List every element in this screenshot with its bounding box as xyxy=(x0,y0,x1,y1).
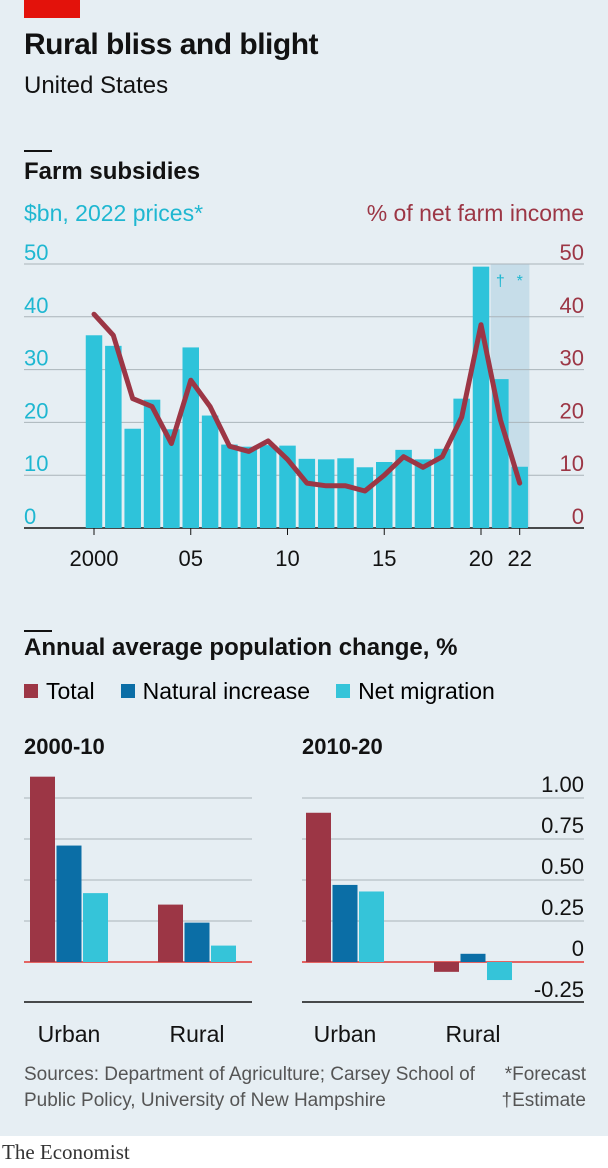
category-label: Rural xyxy=(170,1021,225,1047)
chart-subtitle: United States xyxy=(24,72,169,99)
population-tick-label: 0.25 xyxy=(541,895,584,920)
population-bar xyxy=(158,904,183,962)
forecast-marker: * xyxy=(517,273,523,290)
left-tick-label: 50 xyxy=(24,240,48,265)
left-tick-label: 20 xyxy=(24,398,48,423)
population-bar xyxy=(306,812,331,962)
left-tick-label: 10 xyxy=(24,451,48,476)
left-axis-label: $bn, 2022 prices* xyxy=(24,200,204,226)
population-bar xyxy=(56,845,82,962)
category-label: Urban xyxy=(38,1021,101,1047)
population-bar xyxy=(434,962,459,972)
legend-item-natural-increase: Natural increase xyxy=(120,677,311,705)
population-bar xyxy=(359,891,384,962)
subsidy-bar xyxy=(201,415,219,528)
forecast-footnote: *Forecast xyxy=(504,1064,586,1085)
population-axis-labels: Urban Rural Urban Rural 1.00 0.75 0.50 0.25 0 -0.… xyxy=(38,772,584,1047)
legend-item-total: Total xyxy=(24,678,95,705)
subsidy-bar xyxy=(317,459,335,528)
population-bar xyxy=(184,922,210,962)
left-tick-label: 30 xyxy=(24,346,48,371)
category-label: Urban xyxy=(314,1021,377,1047)
population-tick-label: 0.75 xyxy=(541,813,584,838)
population-tick-label: 0.50 xyxy=(541,854,584,879)
right-tick-label: 0 xyxy=(572,504,584,529)
legend-label: Net migration xyxy=(358,677,495,704)
right-tick-label: 40 xyxy=(560,293,584,318)
footnotes: *Forecast †Estimate xyxy=(502,1062,586,1114)
population-change-chart: Urban Rural Urban Rural 1.00 0.75 0.50 0.25 0 -0.… xyxy=(24,772,584,1047)
right-tick-label: 20 xyxy=(560,398,584,423)
category-label: Rural xyxy=(446,1021,501,1047)
section-rule xyxy=(24,150,52,152)
legend-swatch xyxy=(24,684,38,698)
subsidy-bar xyxy=(105,345,122,528)
income-share-line xyxy=(91,311,523,494)
brand-red-tag xyxy=(24,0,80,18)
subsidy-bar xyxy=(434,448,451,528)
legend-label: Natural increase xyxy=(142,677,311,704)
x-tick-label: 2000 xyxy=(70,546,119,571)
right-tick-label: 10 xyxy=(560,451,584,476)
subsidy-bar xyxy=(143,399,161,528)
population-bar xyxy=(332,884,358,962)
farm-axis-labels: 0 0 10 10 20 20 30 30 40 40 50 50 2000 05 10 15 20 22 xyxy=(24,240,584,571)
population-tick-label: -0.25 xyxy=(534,977,584,1002)
subsidy-bar xyxy=(221,444,238,528)
left-tick-label: 40 xyxy=(24,293,48,318)
right-tick-label: 50 xyxy=(560,240,584,265)
population-tick-label: 1.00 xyxy=(541,772,584,797)
subsidy-bar xyxy=(259,445,277,528)
legend-label: Total xyxy=(46,677,95,704)
legend-item-net-migration: Net migration xyxy=(336,678,495,705)
population-tick-label: 0 xyxy=(572,936,584,961)
subsidy-bar xyxy=(124,428,141,528)
population-bar xyxy=(487,962,512,981)
population-bar xyxy=(30,776,55,962)
section-rule xyxy=(24,630,52,632)
chart-title: Rural bliss and blight xyxy=(24,28,319,61)
population-bars xyxy=(30,776,512,981)
population-section-title: Annual average population change, % xyxy=(24,634,458,661)
panel-title-2010-20: 2010-20 xyxy=(302,734,383,759)
subsidy-bar xyxy=(337,458,354,528)
subsidy-bar xyxy=(85,335,103,528)
x-tick-label: 05 xyxy=(179,546,203,571)
subsidy-bar xyxy=(395,449,412,528)
population-bar xyxy=(460,953,486,962)
x-tick-label: 20 xyxy=(469,546,493,571)
subsidy-bar xyxy=(472,266,490,528)
estimate-footnote: †Estimate xyxy=(501,1090,586,1111)
legend-swatch xyxy=(120,684,135,698)
farm-line xyxy=(91,311,523,494)
x-tick-label: 15 xyxy=(372,546,396,571)
population-bar xyxy=(83,893,108,962)
x-tick-label: 22 xyxy=(507,546,531,571)
subsidy-bar xyxy=(414,459,432,528)
population-legend: Total Natural increase Net migration xyxy=(24,676,521,706)
subsidy-bar xyxy=(356,467,374,528)
left-tick-label: 0 xyxy=(24,504,36,529)
subsidy-bar xyxy=(163,429,180,528)
right-axis-label: % of net farm income xyxy=(366,200,584,226)
panel-title-2000-10: 2000-10 xyxy=(24,734,105,759)
estimate-marker: † xyxy=(496,273,505,290)
subsidy-bar xyxy=(511,466,528,528)
population-bar xyxy=(211,945,236,962)
subsidy-bar xyxy=(492,379,509,528)
x-tick-label: 10 xyxy=(275,546,299,571)
farm-section-title: Farm subsidies xyxy=(24,158,201,185)
right-tick-label: 30 xyxy=(560,346,584,371)
brand-logo-text: The Economist xyxy=(2,1140,130,1164)
sources-note: Sources: Department of Agriculture; Cars… xyxy=(24,1064,475,1111)
farm-subsidies-chart: 0 0 10 10 20 20 30 30 40 40 50 50 2000 05 10 15 20 22 † * xyxy=(24,240,584,571)
subsidy-bar xyxy=(240,446,258,528)
legend-swatch xyxy=(336,684,351,698)
